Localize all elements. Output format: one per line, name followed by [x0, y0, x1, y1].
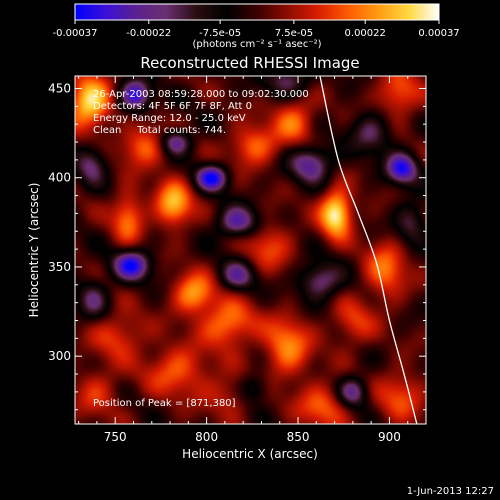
- y-tick-label: 400: [48, 171, 71, 185]
- solar-limb-curve: [319, 76, 418, 424]
- y-tick-label: 450: [48, 81, 71, 95]
- x-tick-label: 750: [104, 430, 127, 444]
- y-tick-label: 300: [48, 349, 71, 363]
- colorbar-ticks: -0.00037 -0.00022 -7.5e-05 7.5e-05 0.00022 0.…: [53, 20, 460, 39]
- annotation-clean-counts: Clean Total counts: 744.: [93, 125, 226, 136]
- annotation-energy-range: Energy Range: 12.0 - 25.0 keV: [93, 113, 246, 124]
- chart-title: Reconstructed RHESSI Image: [140, 54, 359, 72]
- plot-frame: [74, 75, 427, 425]
- colorbar-tick-label: 0.00022: [345, 28, 386, 39]
- annotation-time-range: 26-Apr-2003 08:59:28.000 to 09:02:30.000: [93, 89, 309, 100]
- x-tick-label: 850: [287, 430, 310, 444]
- x-tick-label: 900: [378, 430, 401, 444]
- x-axis-ticks: 750 800 850 900: [78, 76, 427, 444]
- y-axis-ticks: 300 350 400 450: [48, 81, 426, 411]
- x-tick-label: 800: [195, 430, 218, 444]
- footer-date: 1-Jun-2013 12:27: [407, 486, 494, 497]
- x-axis-label: Heliocentric X (arcsec): [182, 447, 318, 461]
- colorbar-tick-label: 0.00037: [418, 28, 459, 39]
- colorbar-tick-label: -0.00037: [53, 28, 98, 39]
- heatmap-image: [75, 76, 426, 424]
- colorbar-tick-label: -0.00022: [126, 28, 171, 39]
- colorbar-tick-label: -7.5e-05: [199, 28, 241, 39]
- colorbar-tick-label: 7.5e-05: [275, 28, 313, 39]
- colorbar-unit-label: (photons cm⁻² s⁻¹ asec⁻²): [192, 39, 321, 50]
- annotation-detectors: Detectors: 4F 5F 6F 7F 8F, Att 0: [93, 101, 252, 112]
- y-tick-label: 350: [48, 260, 71, 274]
- colorbar: [74, 3, 440, 21]
- y-axis-label: Heliocentric Y (arcsec): [27, 183, 41, 318]
- annotation-peak-position: Position of Peak = [871,380]: [93, 398, 236, 409]
